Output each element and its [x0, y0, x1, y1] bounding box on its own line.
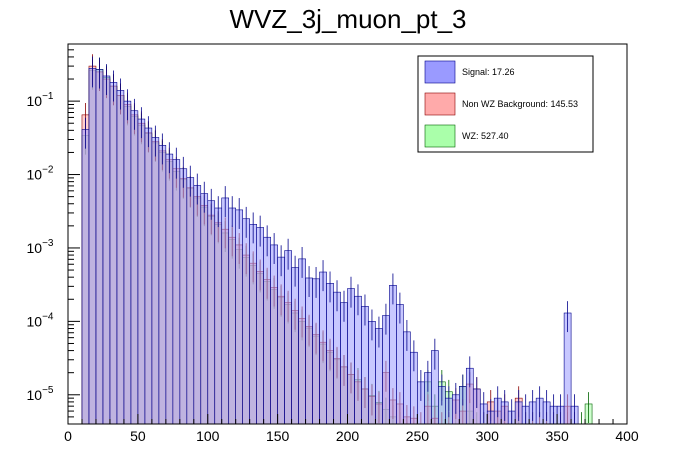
- bar-signal: [277, 256, 285, 425]
- bar-signal: [256, 227, 264, 425]
- y-tick-label: 10−2: [27, 165, 54, 183]
- legend-swatch: [424, 124, 456, 148]
- bar-signal: [326, 283, 334, 425]
- y-tick-label: 10−1: [27, 91, 54, 109]
- y-tick-label: 10−5: [27, 385, 54, 403]
- bar-signal: [298, 258, 306, 425]
- bar-signal: [165, 153, 174, 425]
- bar-signal: [333, 291, 341, 425]
- x-axis: 0 50 100 150 200 250 300 350 400: [64, 414, 639, 444]
- bar-signal: [263, 236, 271, 425]
- bar-signal: [207, 200, 216, 425]
- y-tick-label: 10−3: [27, 238, 54, 256]
- bar-signal: [389, 284, 397, 425]
- bar-signal: [228, 207, 236, 425]
- legend-swatch: [424, 60, 456, 84]
- legend-label: Non WZ Background: 145.53: [462, 99, 578, 109]
- bar-signal: [235, 209, 243, 425]
- bar-signal: [123, 100, 132, 425]
- bar-signal: [284, 250, 292, 425]
- x-tick-label: 300: [476, 428, 500, 444]
- x-tick-label: 50: [130, 428, 146, 444]
- bar-signal: [109, 82, 118, 425]
- bar-signal: [95, 69, 104, 425]
- x-tick-label: 0: [64, 428, 72, 444]
- bar-signal: [172, 159, 181, 425]
- bar-signal: [291, 267, 299, 425]
- bar-signal: [214, 207, 223, 425]
- bar-signal: [249, 224, 257, 425]
- legend: Signal: 17.26 Non WZ Background: 145.53 WZ…: [417, 55, 594, 153]
- bar-signal: [270, 244, 278, 425]
- x-tick-label: 100: [196, 428, 220, 444]
- legend-label: WZ: 527.40: [462, 131, 509, 141]
- bar-signal: [305, 277, 313, 425]
- legend-label: Signal: 17.26: [462, 67, 515, 77]
- bar-signal: [88, 67, 97, 425]
- bar-signal: [319, 271, 327, 425]
- legend-swatch: [424, 92, 456, 116]
- bar-signal: [81, 129, 90, 425]
- bar-signal: [354, 295, 362, 425]
- bar-signal: [102, 75, 111, 425]
- x-tick-label: 250: [406, 428, 430, 444]
- x-tick-label: 350: [545, 428, 569, 444]
- chart-title: WVZ_3j_muon_pt_3: [229, 4, 467, 34]
- bar-signal: [116, 90, 125, 425]
- bar-signal: [186, 177, 195, 425]
- y-tick-label: 10−4: [27, 311, 54, 329]
- bar-signal: [137, 118, 146, 425]
- bar-signal: [158, 145, 167, 425]
- bar-signal: [179, 168, 188, 425]
- x-tick-label: 200: [336, 428, 360, 444]
- histogram-bars: [81, 54, 593, 425]
- bar-signal: [347, 288, 355, 425]
- bar-signal: [312, 278, 320, 425]
- bar-signal: [221, 197, 230, 425]
- bar-signal: [151, 137, 160, 425]
- x-tick-label: 400: [615, 428, 639, 444]
- bar-signal: [144, 127, 153, 425]
- bar-signal: [130, 110, 139, 425]
- bar-signal: [193, 185, 202, 425]
- y-axis: 10−1 10−2 10−3 10−4 10−5: [27, 49, 80, 425]
- bar-signal: [242, 218, 250, 425]
- x-tick-label: 150: [266, 428, 290, 444]
- bar-signal: [200, 193, 209, 425]
